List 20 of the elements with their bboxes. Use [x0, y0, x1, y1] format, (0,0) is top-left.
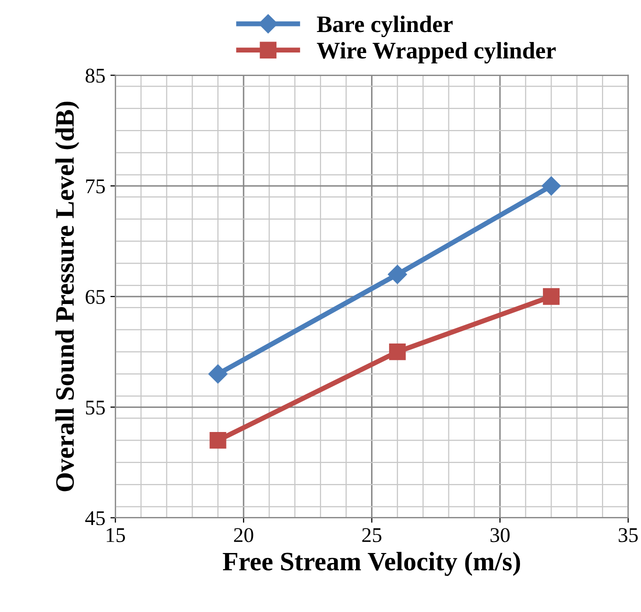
point — [208, 364, 228, 384]
legend-label: Wire Wrapped cylinder — [316, 42, 556, 64]
x-tick-label: 15 — [106, 528, 125, 542]
y-axis-title: Overall Sound Pressure Level (dB) — [55, 102, 80, 492]
x-tick-label: 25 — [362, 528, 382, 542]
point — [388, 264, 407, 284]
x-tick-label: 35 — [618, 528, 638, 542]
x-tick-label: 20 — [234, 528, 254, 542]
point — [542, 288, 560, 305]
x-tick-label: 30 — [490, 528, 510, 542]
x-axis-title: Free Stream Velocity (m/s) — [222, 552, 520, 576]
y-tick-label: 65 — [86, 290, 105, 304]
legend-label: Bare cylinder — [316, 16, 453, 38]
y-tick-label: 85 — [86, 68, 105, 83]
y-tick-label: 55 — [86, 400, 105, 415]
point — [210, 432, 226, 449]
point — [542, 176, 561, 196]
y-tick-label: 75 — [86, 179, 105, 194]
y-tick-label: 45 — [85, 511, 105, 526]
point — [389, 343, 406, 360]
